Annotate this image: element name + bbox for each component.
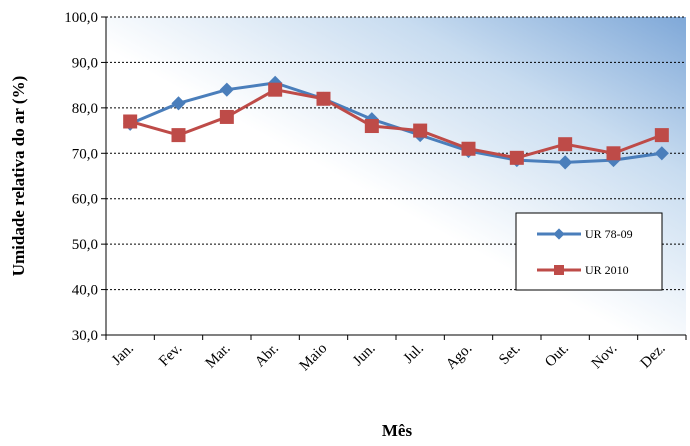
x-tick-label: Jul. (401, 341, 427, 367)
y-tick-label: 60,0 (72, 192, 98, 208)
x-tick-label: Ago. (443, 341, 475, 373)
x-tick-label: Out. (542, 341, 572, 371)
series-2-point (558, 137, 573, 152)
series-2-point (654, 128, 669, 143)
x-tick-label: Set. (496, 341, 524, 369)
y-tick-label: 70,0 (72, 146, 98, 162)
legend-label-2: UR 2010 (585, 263, 629, 277)
y-tick-label: 80,0 (72, 101, 98, 117)
y-tick-label: 40,0 (72, 283, 98, 299)
series-2-point (219, 109, 234, 124)
series-2-point (461, 141, 476, 156)
x-tick-label: Maio (297, 341, 331, 375)
legend-box (515, 212, 663, 291)
x-tick-label: Mar. (203, 341, 234, 372)
legend-marker-2 (554, 265, 564, 275)
legend-label-1: UR 78-09 (585, 227, 633, 241)
series-layer (123, 75, 669, 170)
series-1-point (558, 155, 573, 170)
legend-marker-1 (553, 228, 565, 240)
series-1-point (654, 146, 669, 161)
series-2-point (509, 150, 524, 165)
series-2-point (364, 119, 379, 134)
series-line-2 (129, 88, 663, 160)
series-2-point (316, 91, 331, 106)
x-tick-label: Nov. (589, 341, 621, 373)
y-tick-label: 100,0 (64, 10, 98, 26)
y-tick-labels: 30,0 40,0 50,0 60,0 70,0 80,0 90,0 100,0 (64, 10, 98, 344)
grid-lines (101, 16, 686, 336)
y-tick-label: 30,0 (72, 328, 98, 344)
y-axis-title: Umidade relativa do ar (%) (9, 76, 28, 277)
x-tick-label: Jun. (350, 341, 379, 370)
x-axis-title: Mês (382, 421, 413, 440)
series-2-point (606, 146, 621, 161)
x-tick-label: Fev. (156, 341, 185, 370)
series-2-point (268, 82, 283, 97)
x-tick-label: Abr. (252, 341, 282, 371)
x-tick-labels: Jan. Fev. Mar. Abr. Maio Jun. Jul. Ago. Set. Out.… (105, 335, 687, 375)
y-tick-label: 90,0 (72, 55, 98, 71)
series-2-point (123, 114, 138, 129)
legend: UR 78-09 UR 2010 (515, 212, 663, 291)
y-tick-label: 50,0 (72, 237, 98, 253)
x-tick-label: Dez. (638, 341, 669, 372)
series-2-point (171, 128, 186, 143)
x-tick-label: Jan. (109, 341, 137, 369)
series-2-point (413, 123, 428, 138)
